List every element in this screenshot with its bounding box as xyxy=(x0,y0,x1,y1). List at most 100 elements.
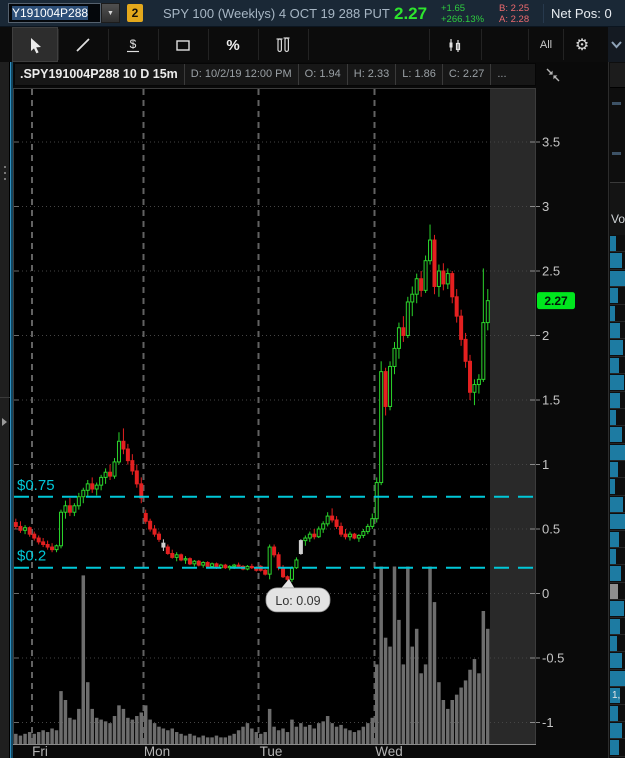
candle xyxy=(401,327,406,337)
volume-profile-row xyxy=(610,513,625,531)
volume-bar xyxy=(303,726,308,745)
settings-button[interactable]: ⚙ xyxy=(564,27,600,62)
volume-bar xyxy=(285,732,290,745)
volume-bar xyxy=(148,719,152,745)
toolbar-separator xyxy=(308,29,309,60)
volume-profile-row xyxy=(610,739,625,757)
volume-bar xyxy=(258,733,263,745)
candle xyxy=(334,519,339,527)
clipped-subheader xyxy=(610,182,625,235)
toolbar-collapse-button[interactable] xyxy=(608,27,625,62)
volume-bar xyxy=(68,717,72,745)
volume-profile-row xyxy=(610,478,625,496)
volume-bar xyxy=(135,716,139,745)
volume-profile-bar xyxy=(610,514,625,530)
candle xyxy=(81,489,86,498)
show-all-button[interactable]: All xyxy=(529,27,563,62)
pattern-tool-button[interactable] xyxy=(430,27,480,62)
symbol-input[interactable]: Y191004P288 xyxy=(8,3,101,23)
volume-bar xyxy=(397,619,401,745)
price-level-tool-button[interactable]: $ xyxy=(109,27,157,62)
low-tooltip-label: Lo: 0.09 xyxy=(275,594,320,608)
y-axis-label: 3 xyxy=(542,199,549,214)
volume-bar xyxy=(308,724,312,745)
volume-bar xyxy=(267,708,272,745)
candle xyxy=(183,558,188,561)
volume-bar xyxy=(188,733,192,745)
cursor-tool-button[interactable] xyxy=(12,27,58,62)
candle xyxy=(356,534,361,539)
candle xyxy=(85,483,90,491)
volume-bar xyxy=(414,628,419,745)
volume-bar xyxy=(166,730,170,745)
volume-bar xyxy=(406,566,410,745)
volume-bar xyxy=(343,728,348,745)
candle xyxy=(294,559,299,569)
volume-bar xyxy=(157,726,161,745)
studies-tool-button[interactable] xyxy=(259,27,307,62)
volume-bar xyxy=(130,719,135,745)
candle xyxy=(383,371,388,407)
volume-bar xyxy=(250,728,254,745)
symbol-dropdown-button[interactable]: ▼ xyxy=(101,3,120,23)
percent-icon: % xyxy=(226,37,239,54)
volume-profile-bar xyxy=(610,618,620,634)
candle xyxy=(379,371,384,484)
volume-bar xyxy=(32,733,36,745)
bar-high: H: 2.33 xyxy=(346,64,395,85)
left-collapsed-panel[interactable] xyxy=(0,62,10,758)
instrument-title: SPY 100 (Weeklys) 4 OCT 19 288 PUT xyxy=(163,6,390,21)
candle xyxy=(236,564,241,567)
rectangle-tool-button[interactable] xyxy=(159,27,207,62)
candle xyxy=(152,528,157,535)
expand-panel-arrow-icon[interactable] xyxy=(2,418,7,426)
header-more[interactable]: ... xyxy=(490,64,512,85)
volume-bar xyxy=(272,726,276,745)
last-price: 2.27 xyxy=(394,4,428,23)
volume-profile-bar xyxy=(610,601,624,617)
candle xyxy=(267,546,272,575)
candle xyxy=(58,511,63,547)
volume-profile-bar xyxy=(610,653,622,669)
toolbar-separator xyxy=(108,29,109,60)
candle xyxy=(370,518,375,527)
candle xyxy=(41,541,46,545)
chevron-down-icon: ▼ xyxy=(107,9,114,17)
gear-icon: ⚙ xyxy=(574,36,590,54)
volume-bar xyxy=(59,691,63,745)
candle xyxy=(134,470,139,485)
volume-bar xyxy=(121,708,126,745)
candle xyxy=(187,558,192,565)
volume-bar xyxy=(392,566,397,745)
x-axis-label: Fri xyxy=(32,744,48,758)
volume-bar xyxy=(423,664,428,745)
toolbar-separator xyxy=(528,29,529,60)
candle xyxy=(76,496,81,507)
percent-tool-button[interactable]: % xyxy=(209,27,257,62)
volume-bar xyxy=(437,682,441,745)
volume-profile-bars: 1, xyxy=(610,235,625,757)
volume-bar xyxy=(112,716,117,745)
candle xyxy=(263,569,268,575)
candle xyxy=(281,567,286,578)
candle xyxy=(165,546,170,555)
volume-bar xyxy=(192,735,197,745)
volume-profile-bar xyxy=(610,740,619,756)
candle xyxy=(388,365,393,407)
chevron-down-icon xyxy=(611,40,622,48)
trendline-tool-button[interactable] xyxy=(59,27,107,62)
y-axis-label: 2.5 xyxy=(542,264,560,279)
volume-bar xyxy=(103,721,108,745)
link-group-badge[interactable]: 2 xyxy=(127,4,143,22)
restore-cell-button[interactable] xyxy=(543,64,563,84)
right-clipped-panel[interactable]: Vo 1, xyxy=(608,62,625,758)
candle xyxy=(90,483,95,490)
volume-bar xyxy=(236,730,241,745)
x-axis-label: Tue xyxy=(260,744,283,758)
volume-bar xyxy=(472,659,477,745)
candle xyxy=(139,483,144,499)
test-tubes-icon xyxy=(276,36,290,52)
volume-bar xyxy=(294,726,299,745)
expansion-area xyxy=(490,88,536,745)
